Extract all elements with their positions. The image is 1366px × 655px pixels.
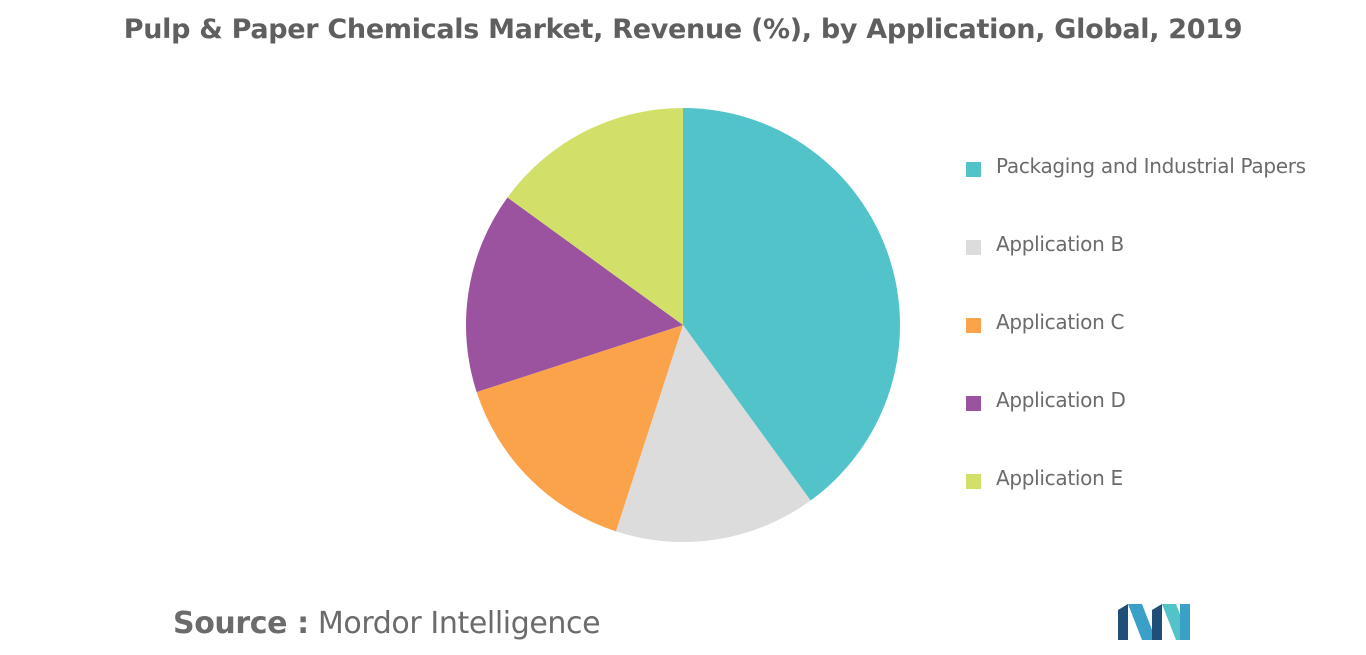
legend-swatch bbox=[966, 474, 981, 489]
legend-swatch bbox=[966, 162, 981, 177]
source-note: Source : Mordor Intelligence bbox=[173, 606, 601, 641]
logo-left-diagonal bbox=[1128, 604, 1156, 640]
logo-right-bar bbox=[1180, 604, 1190, 640]
pie-slice-1 bbox=[683, 108, 900, 501]
legend-label: Application E bbox=[996, 466, 1123, 490]
legend-swatch bbox=[966, 396, 981, 411]
chart-title: Pulp & Paper Chemicals Market, Revenue (… bbox=[123, 14, 1243, 45]
legend-label: Application B bbox=[996, 232, 1124, 256]
legend-label: Packaging and Industrial Papers bbox=[996, 154, 1306, 178]
source-label: Source : bbox=[173, 606, 309, 641]
source-text: Mordor Intelligence bbox=[317, 606, 601, 641]
legend-swatch bbox=[966, 318, 981, 333]
legend-label: Application D bbox=[996, 388, 1126, 412]
logo-left-bar bbox=[1118, 604, 1128, 640]
logo-mid-bar bbox=[1152, 604, 1162, 640]
legend-label: Application C bbox=[996, 310, 1125, 334]
mordor-intelligence-logo-icon bbox=[1118, 604, 1190, 640]
pie-slice-5 bbox=[507, 107, 683, 325]
pie-slice-3 bbox=[476, 325, 683, 532]
legend-swatch bbox=[966, 240, 981, 255]
pie-slice-2 bbox=[615, 325, 811, 543]
pie-slice-4 bbox=[466, 197, 683, 393]
